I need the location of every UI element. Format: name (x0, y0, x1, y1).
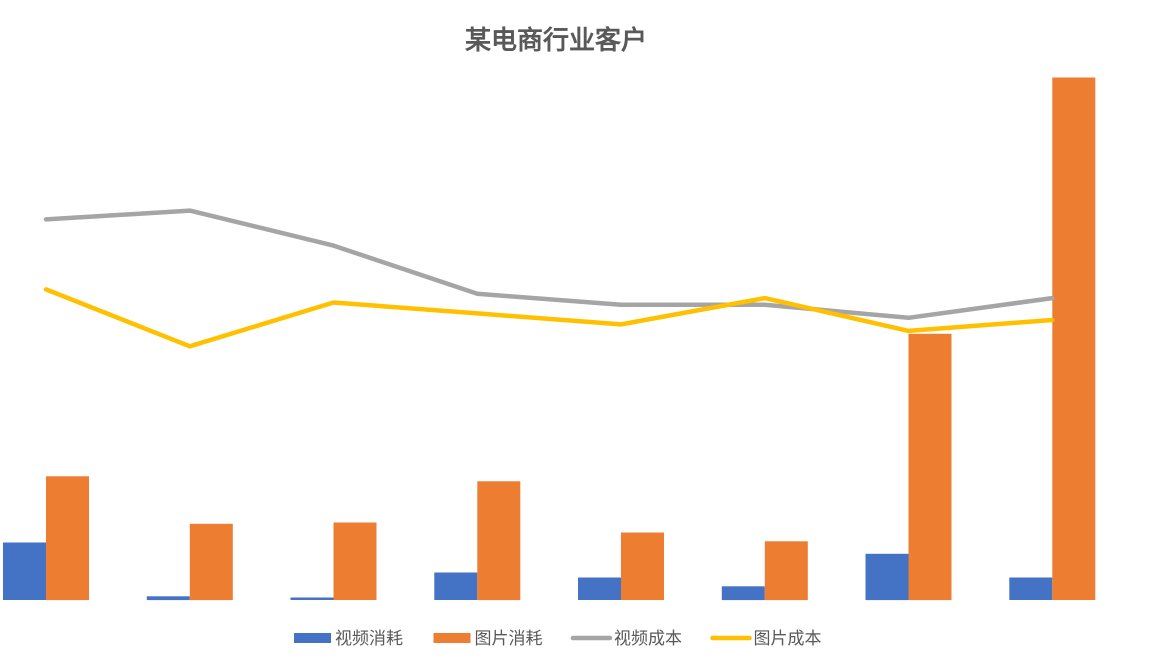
bar-1-6 (721, 586, 765, 601)
bar-1-8 (1009, 577, 1053, 600)
bar-1-1 (3, 542, 46, 600)
chart-title: 某电商行业客户 (465, 25, 647, 56)
bar-2-5 (621, 532, 664, 600)
bar-2-4 (477, 481, 521, 601)
legend-label-3: 视频成本 (614, 629, 682, 649)
lines-layer (43, 208, 1055, 349)
bar-1-7 (865, 553, 909, 601)
bars-layer (3, 77, 1096, 601)
legend-label-4: 图片成本 (754, 629, 822, 649)
legend-marker-1 (294, 633, 331, 643)
bar-1-5 (578, 577, 621, 600)
bar-2-2 (189, 523, 233, 601)
legend: 视频消耗 图片消耗 视频成本 图片成本 (294, 629, 822, 649)
line-series-2 (43, 287, 1055, 349)
legend-label-2: 图片消耗 (475, 629, 543, 649)
line-series-1 (43, 208, 1055, 321)
bar-1-3 (290, 597, 334, 600)
legend-label-1: 视频消耗 (335, 629, 403, 649)
bar-2-8 (1052, 77, 1096, 600)
bar-1-4 (434, 572, 478, 600)
bar-2-3 (333, 522, 377, 600)
bar-2-7 (908, 333, 952, 601)
legend-marker-2 (433, 633, 471, 643)
bar-1-2 (146, 596, 190, 601)
bar-2-6 (764, 541, 808, 601)
bar-2-1 (46, 476, 89, 601)
